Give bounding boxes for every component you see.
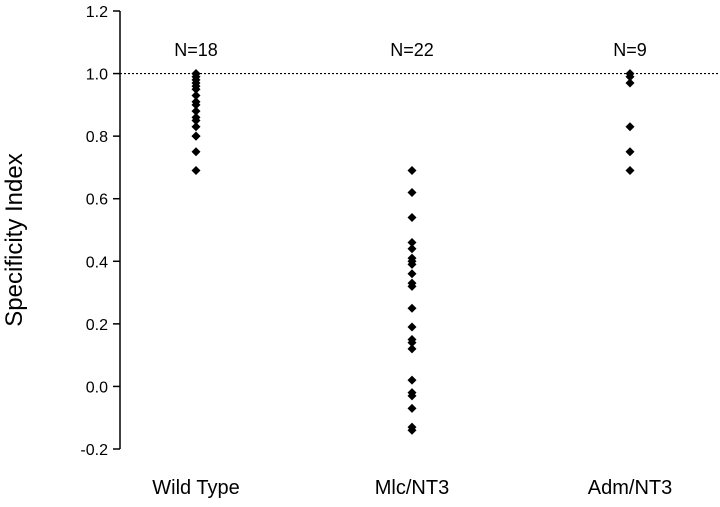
y-tick-label: 1.0 <box>86 67 108 84</box>
data-point <box>625 147 635 157</box>
data-point <box>191 147 201 157</box>
y-tick-label: -0.2 <box>80 442 108 459</box>
data-points <box>191 69 635 435</box>
y-tick-label: 0.2 <box>86 317 108 334</box>
data-point <box>407 425 417 435</box>
data-point <box>407 259 417 269</box>
data-point <box>625 78 635 88</box>
data-point <box>191 106 201 116</box>
y-tick-label: 0.6 <box>86 192 108 209</box>
sample-size-label: N=18 <box>174 40 218 60</box>
data-point <box>191 90 201 100</box>
data-point <box>407 187 417 197</box>
y-tick-label: 0.8 <box>86 129 108 146</box>
data-point <box>191 84 201 94</box>
data-point <box>407 338 417 348</box>
data-point <box>191 166 201 176</box>
data-point <box>407 375 417 385</box>
data-point <box>407 303 417 313</box>
category-label: Mlc/NT3 <box>375 477 449 499</box>
data-point <box>407 269 417 279</box>
data-point <box>625 166 635 176</box>
category-label: Adm/NT3 <box>588 477 672 499</box>
y-tick-label: 1.2 <box>86 4 108 21</box>
sample-size-labels: N=18 N=22 N=9 <box>174 40 647 60</box>
data-point <box>407 344 417 354</box>
data-point <box>407 166 417 176</box>
data-point <box>191 122 201 132</box>
data-point <box>407 238 417 248</box>
data-point <box>407 391 417 401</box>
data-point <box>191 100 201 110</box>
data-point <box>407 281 417 291</box>
data-point <box>407 212 417 222</box>
y-tick-label: 0.0 <box>86 379 108 396</box>
y-axis-title: Specificity Index <box>1 153 28 326</box>
data-point <box>407 322 417 332</box>
data-point <box>407 403 417 413</box>
category-label: Wild Type <box>152 477 239 499</box>
y-axis: 1.2 1.0 0.8 0.6 0.4 0.2 0.0 -0.2 <box>80 4 121 459</box>
x-axis-categories: Wild Type Mlc/NT3 Adm/NT3 <box>152 477 672 499</box>
data-point <box>625 72 635 82</box>
sample-size-label: N=22 <box>390 40 434 60</box>
data-point <box>625 122 635 132</box>
data-point <box>191 131 201 141</box>
sample-size-label: N=9 <box>613 40 647 60</box>
data-point <box>191 116 201 125</box>
y-tick-label: 0.4 <box>86 254 108 271</box>
data-point <box>407 244 417 254</box>
